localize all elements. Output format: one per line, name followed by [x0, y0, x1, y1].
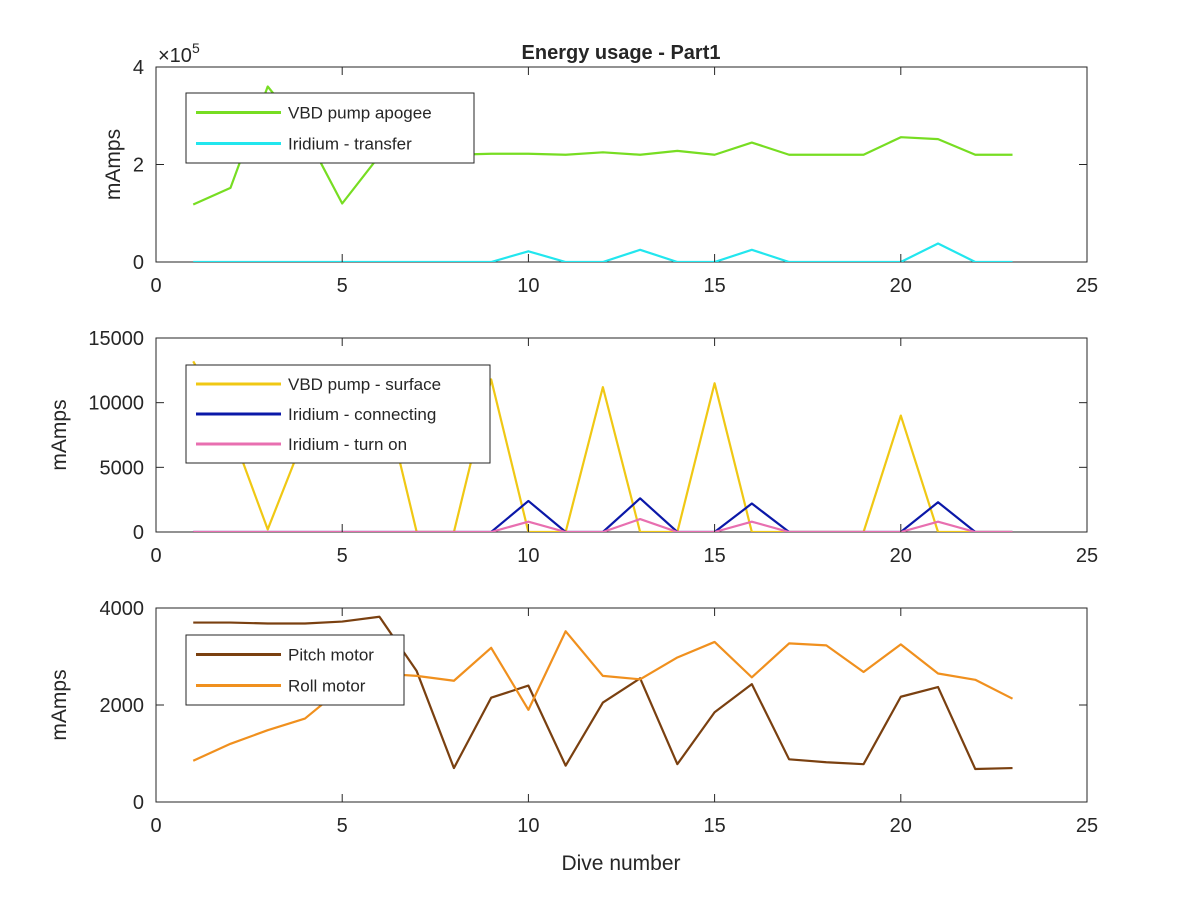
x-tick-label: 20	[890, 815, 912, 837]
x-tick-label: 25	[1076, 815, 1098, 837]
y-tick-label: 15000	[88, 328, 144, 350]
y-tick-label: 5000	[100, 457, 145, 479]
series-line-1	[193, 615, 1013, 771]
x-tick-label: 20	[890, 275, 912, 297]
y-tick-label: 10000	[88, 393, 144, 415]
legend-label: Roll motor	[288, 677, 366, 696]
legend-label: Iridium - transfer	[288, 135, 412, 154]
legend-label: Iridium - connecting	[288, 405, 436, 424]
x-tick-label: 10	[517, 275, 539, 297]
y-tick-label: 0	[133, 522, 144, 544]
x-tick-label: 10	[517, 815, 539, 837]
x-tick-label: 15	[703, 275, 725, 297]
x-tick-label: 5	[337, 275, 348, 297]
x-tick-label: 15	[703, 545, 725, 567]
x-tick-label: 25	[1076, 545, 1098, 567]
y-exponent-label: ×105	[158, 40, 200, 67]
y-axis-label: mAmps	[102, 129, 125, 200]
x-tick-label: 0	[150, 815, 161, 837]
y-axis-label: mAmps	[48, 669, 71, 740]
y-tick-label: 2000	[100, 695, 145, 717]
x-tick-label: 5	[337, 545, 348, 567]
x-tick-label: 20	[890, 545, 912, 567]
x-tick-label: 15	[703, 815, 725, 837]
x-axis-label: Dive number	[561, 852, 680, 875]
legend-label: Iridium - turn on	[288, 435, 407, 454]
series-line-1	[192, 85, 1013, 206]
y-tick-label: 4	[133, 57, 144, 79]
y-tick-label: 0	[133, 792, 144, 814]
y-tick-label: 4000	[100, 598, 145, 620]
y-tick-label: 0	[133, 252, 144, 274]
figure-title: Energy usage - Part1	[522, 42, 721, 64]
x-tick-label: 25	[1076, 275, 1098, 297]
legend-label: VBD pump - surface	[288, 375, 441, 394]
x-tick-label: 10	[517, 545, 539, 567]
y-tick-label: 2	[133, 155, 144, 177]
x-tick-label: 0	[150, 275, 161, 297]
x-tick-label: 0	[150, 545, 161, 567]
x-tick-label: 5	[337, 815, 348, 837]
y-axis-label: mAmps	[48, 399, 71, 470]
legend-box	[185, 634, 405, 706]
subplot-2: 0 5 10 15 20 25 0 5000 10000 15000 mAmps VBD pump -…	[48, 328, 1098, 567]
legend-label: Pitch motor	[288, 646, 374, 665]
subplot-3: 0 5 10 15 20 25 0 2000 4000 mAmps Pitch motor Roll …	[48, 598, 1098, 837]
subplot-1: 0 5 10 15 20 25 0 2 4 ×105 mAmps VBD pump apogee Iri…	[102, 40, 1098, 297]
legend-box	[185, 92, 475, 164]
legend-label: VBD pump apogee	[288, 104, 432, 123]
